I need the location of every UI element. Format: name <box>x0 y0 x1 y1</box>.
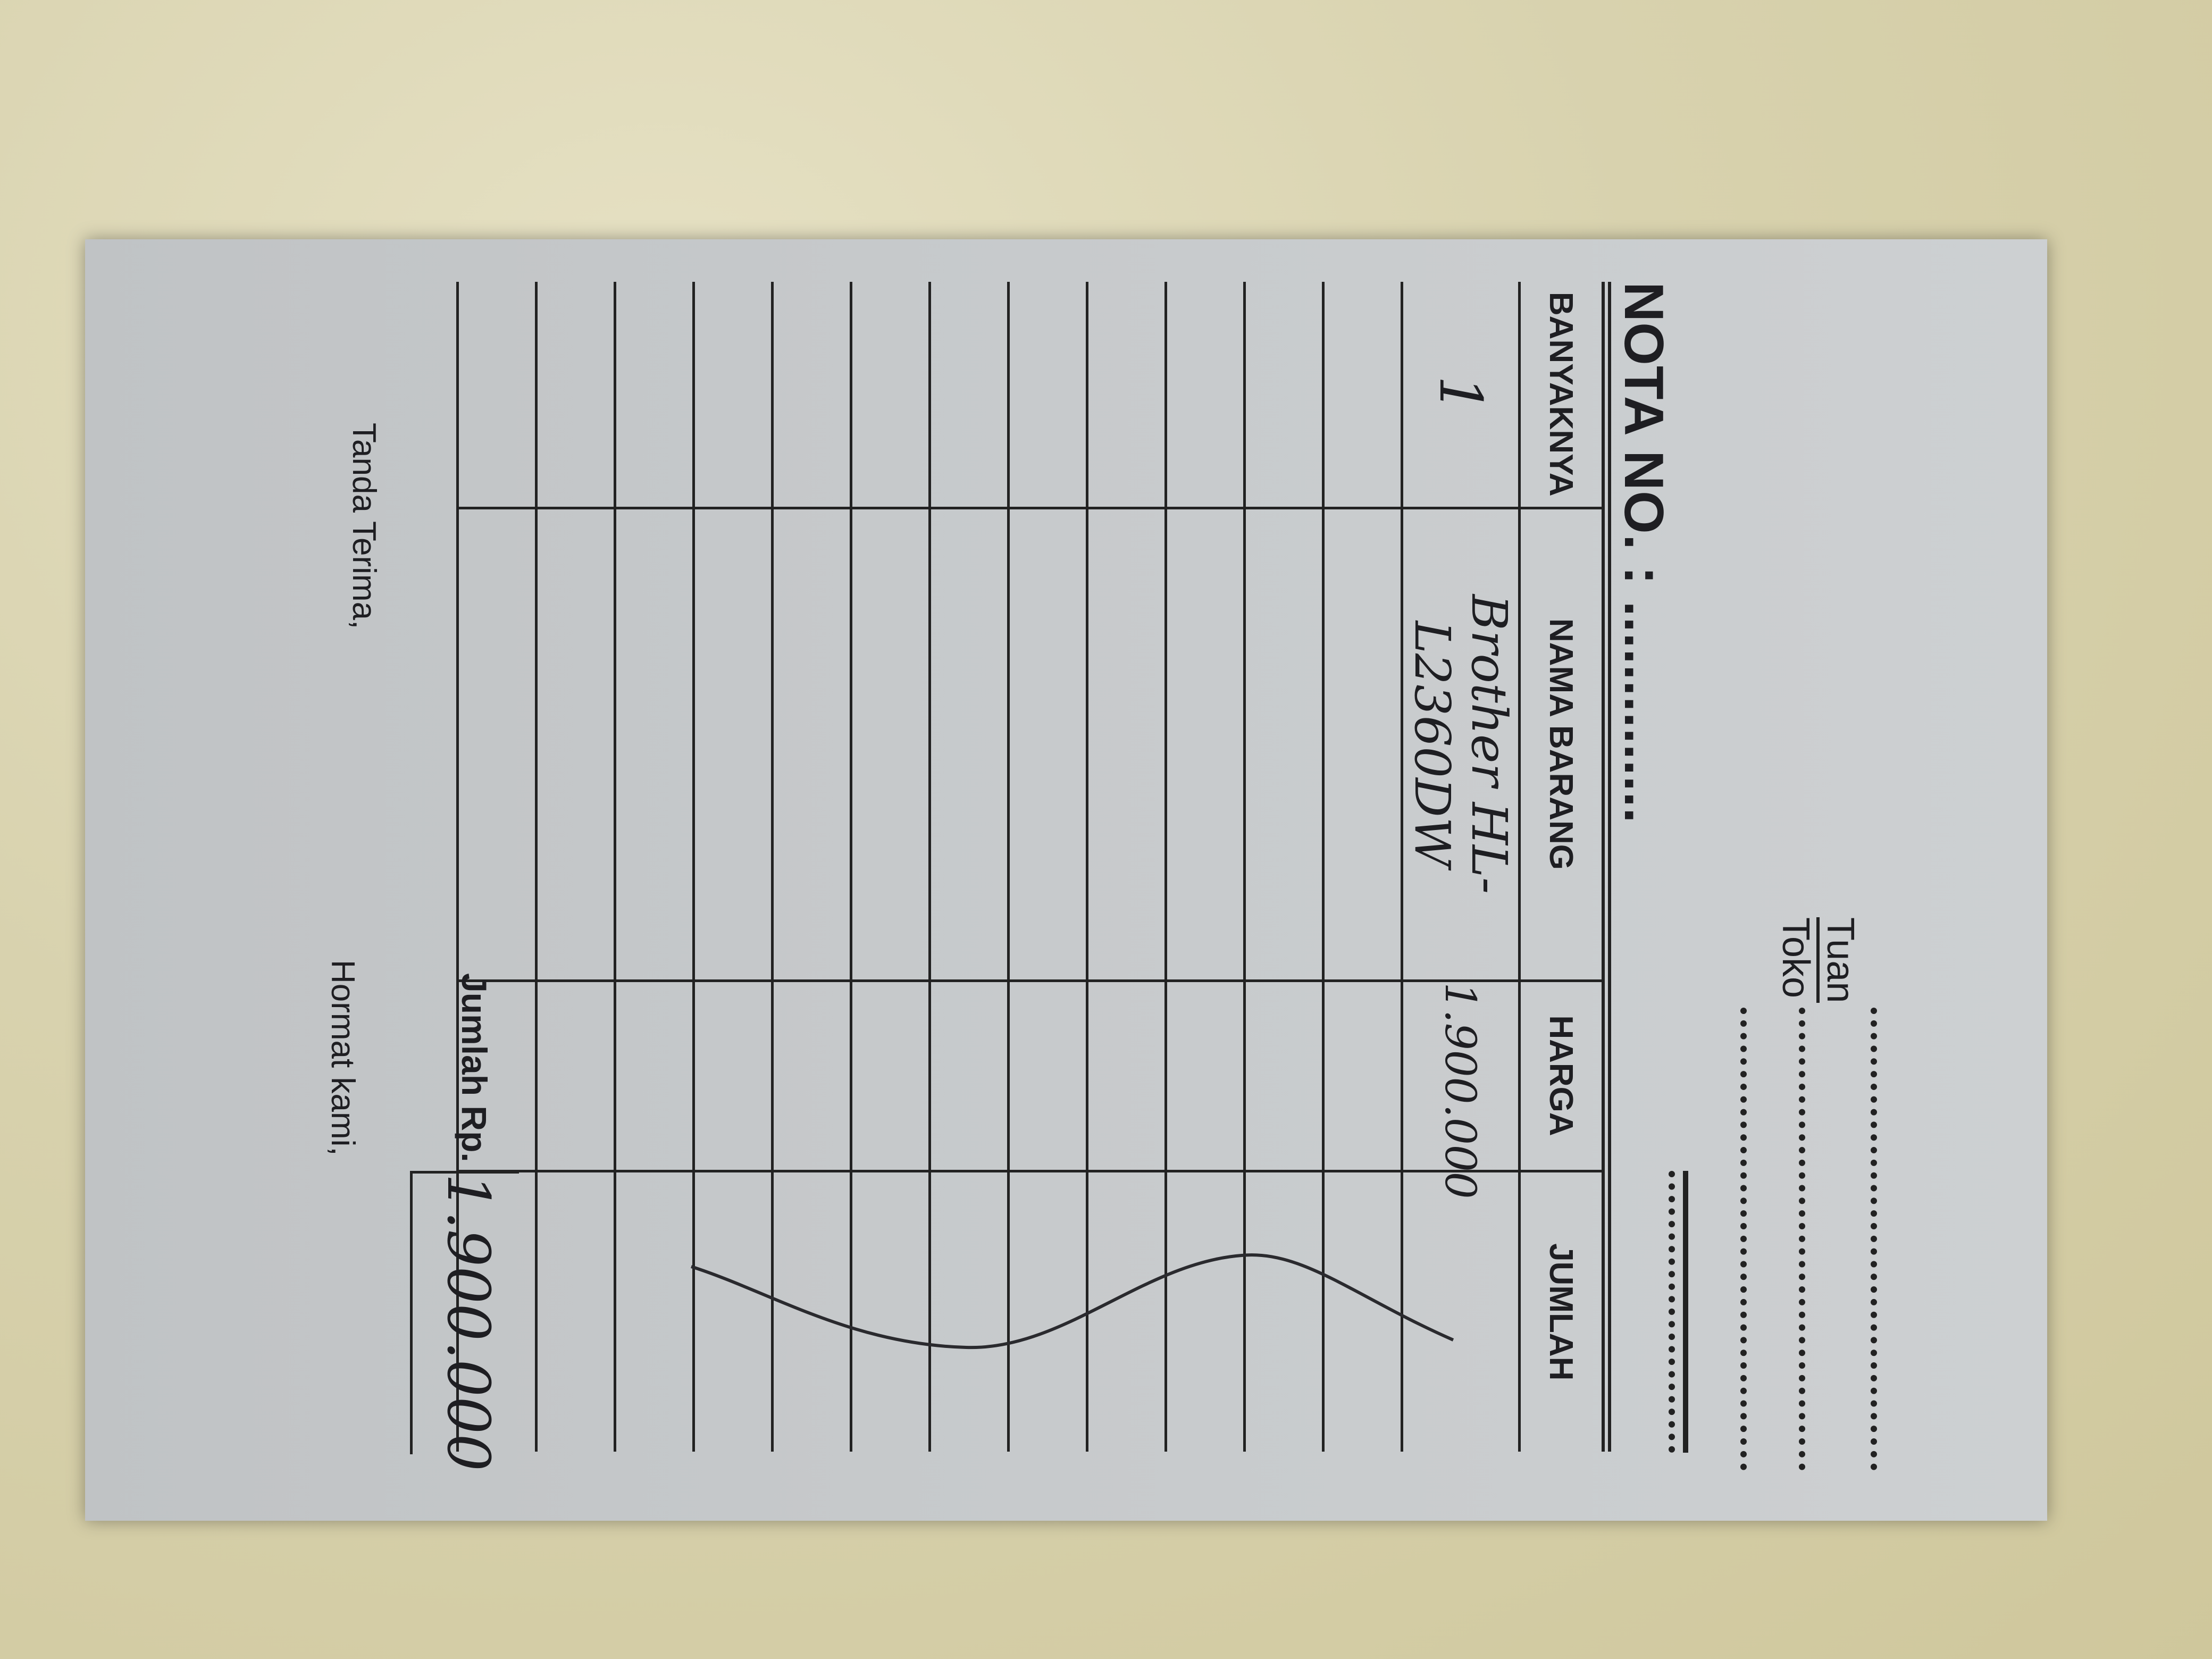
receipt-paper: Tuan Toko NOTA NO. : .............. BANY… <box>85 239 2047 1521</box>
cancel-scribble <box>691 1253 1454 1350</box>
